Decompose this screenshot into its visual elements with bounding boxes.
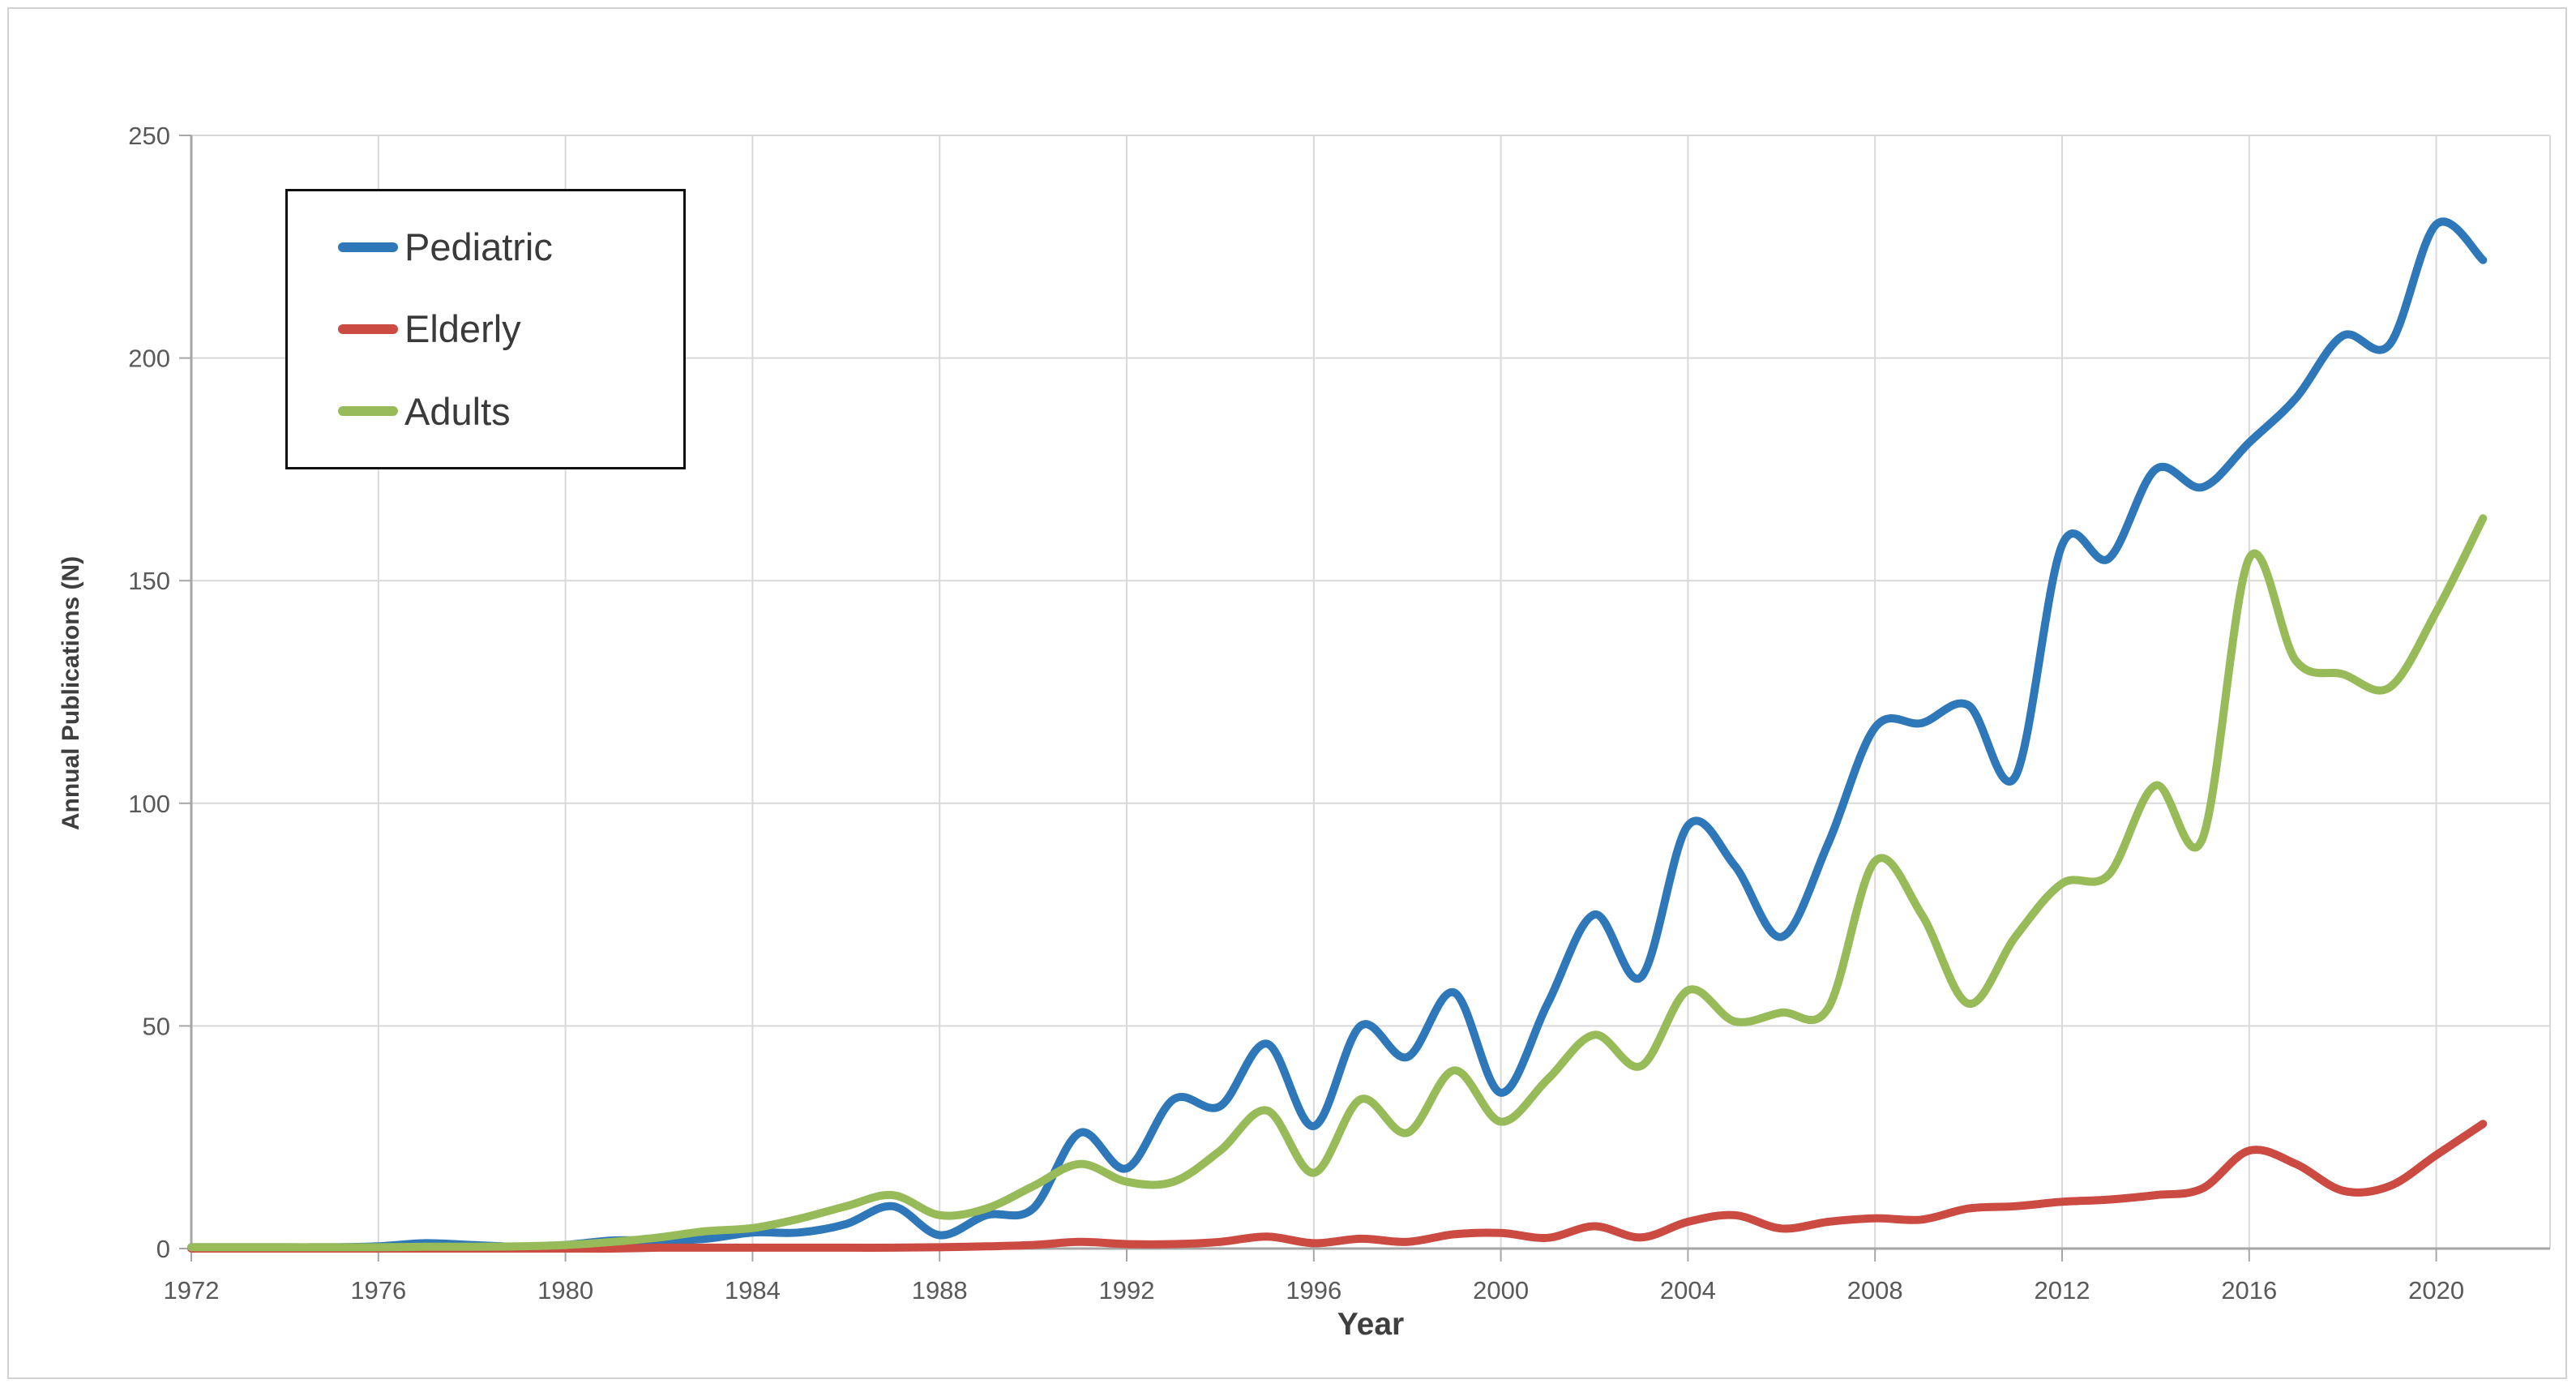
legend-item-adults: Adults	[338, 389, 683, 434]
adults-line-swatch	[338, 406, 398, 417]
elderly-line-swatch	[338, 323, 398, 334]
x-tick-label: 1976	[350, 1276, 406, 1304]
y-tick-label: 0	[156, 1235, 170, 1263]
y-axis-title: Annual Publications (N)	[58, 555, 84, 831]
series-line-adults	[187, 514, 2488, 1252]
x-tick-label: 1988	[912, 1276, 968, 1304]
y-tick-label: 250	[128, 122, 170, 150]
x-tick-label: 1980	[537, 1276, 593, 1304]
x-tick-label: 1992	[1099, 1276, 1155, 1304]
y-tick-label: 150	[128, 567, 170, 595]
x-tick-label: 2012	[2035, 1276, 2090, 1304]
x-axis-title: Year	[1337, 1307, 1405, 1342]
series-lines	[187, 217, 2488, 1253]
legend-item-elderly: Elderly	[338, 306, 683, 351]
legend-label-elderly: Elderly	[404, 307, 521, 351]
y-tick-label: 100	[128, 790, 170, 818]
tick-labels: 0 50 100 150 200 250 1972 1976 1980 1984 1988 1992 1…	[128, 122, 2464, 1304]
x-tick-label: 2000	[1473, 1276, 1529, 1304]
y-tick-label: 200	[128, 345, 170, 373]
x-tick-label: 1984	[725, 1276, 781, 1304]
legend-item-pediatric: Pediatric	[338, 225, 683, 269]
pediatric-line-swatch	[338, 242, 398, 252]
legend-label-pediatric: Pediatric	[404, 225, 553, 269]
x-tick-label: 2016	[2221, 1276, 2277, 1304]
x-tick-label: 2004	[1660, 1276, 1716, 1304]
x-tick-label: 1972	[164, 1276, 220, 1304]
x-tick-label: 1996	[1286, 1276, 1341, 1304]
legend: Pediatric Elderly Adults	[285, 189, 686, 469]
legend-label-adults: Adults	[404, 389, 511, 433]
x-tick-label: 2020	[2408, 1276, 2464, 1304]
x-tick-label: 2008	[1847, 1276, 1903, 1304]
y-tick-label: 50	[143, 1012, 170, 1040]
